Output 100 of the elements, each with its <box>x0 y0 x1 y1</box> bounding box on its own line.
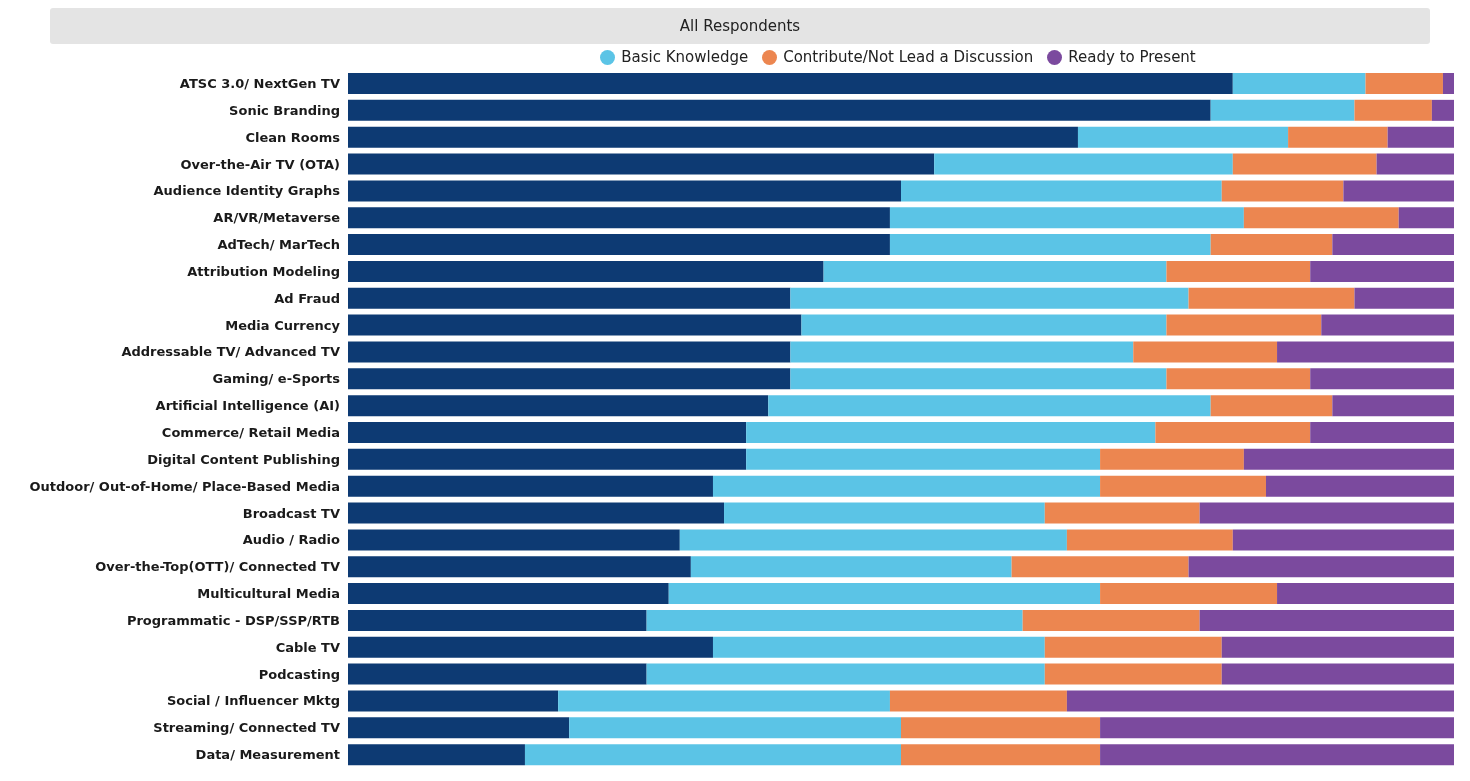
bar <box>348 287 791 309</box>
bar <box>1166 314 1322 336</box>
bar <box>348 529 680 551</box>
y-tick-label: Over-the-Top(OTT)/ Connected TV <box>95 559 340 575</box>
bar <box>1166 368 1311 390</box>
bar <box>1365 73 1443 94</box>
bar <box>348 341 791 363</box>
bar <box>1310 368 1454 390</box>
bar <box>1100 475 1266 497</box>
bar <box>690 556 1012 578</box>
bar <box>1243 448 1454 470</box>
bar <box>1210 234 1333 256</box>
bar <box>1431 99 1454 121</box>
bar <box>646 609 1023 631</box>
bar <box>348 663 647 685</box>
y-tick-label: Commerce/ Retail Media <box>161 425 340 441</box>
bar <box>569 717 901 739</box>
bar <box>348 556 691 578</box>
bar <box>1221 180 1344 202</box>
y-tick-label: Streaming/ Connected TV <box>153 720 340 736</box>
y-tick-label: Clean Rooms <box>245 129 341 145</box>
y-tick-label: Sonic Branding <box>229 102 340 118</box>
bar <box>1376 153 1454 175</box>
legend-label: Ready to Present <box>1068 48 1196 66</box>
y-tick-label: Multicultural Media <box>197 586 340 602</box>
bar <box>901 744 1101 766</box>
bar <box>348 260 824 282</box>
bar <box>348 744 525 766</box>
bar <box>1265 475 1454 497</box>
y-tick-label: Outdoor/ Out-of-Home/ Place-Based Media <box>29 478 340 494</box>
bar <box>348 583 669 605</box>
y-tick-label: ATSC 3.0/ NextGen TV <box>179 76 340 92</box>
bar <box>1077 126 1289 148</box>
y-tick-label: Social / Influencer Mktg <box>166 693 340 709</box>
bar <box>348 126 1078 148</box>
bar <box>768 395 1211 417</box>
bar <box>1243 207 1399 229</box>
bar <box>348 422 747 443</box>
bar <box>348 99 1211 121</box>
bar <box>348 234 890 256</box>
y-tick-label: Artificial Intelligence (AI) <box>155 398 340 414</box>
bar <box>348 207 890 229</box>
bar <box>790 287 1189 309</box>
bar <box>1398 207 1454 229</box>
y-tick-label: Gaming/ e-Sports <box>212 371 341 387</box>
y-tick-label: AR/VR/Metaverse <box>213 210 341 226</box>
bar <box>746 422 1156 443</box>
bar <box>1022 609 1200 631</box>
bar <box>1100 744 1454 766</box>
bar <box>1166 260 1311 282</box>
y-tick-label: Attribution Modeling <box>187 263 340 279</box>
bar <box>348 717 570 739</box>
bar <box>712 636 1045 658</box>
bar <box>1310 422 1454 443</box>
bar <box>1442 73 1454 94</box>
bar <box>1044 663 1222 685</box>
bar <box>889 207 1244 229</box>
bar <box>646 663 1045 685</box>
y-tick-label: Ad Fraud <box>274 290 340 306</box>
bar <box>348 636 713 658</box>
bar <box>1155 422 1311 443</box>
bar <box>1066 690 1454 712</box>
bar <box>348 448 747 470</box>
bar <box>1188 287 1355 309</box>
bar <box>1387 126 1454 148</box>
bar <box>1066 529 1233 551</box>
y-tick-label: Digital Content Publishing <box>147 451 340 467</box>
bar <box>1100 583 1278 605</box>
bar <box>348 73 1233 94</box>
bar <box>1321 314 1454 336</box>
bar <box>1288 126 1388 148</box>
legend-label: Contribute/Not Lead a Discussion <box>783 48 1034 66</box>
bar <box>348 502 725 524</box>
bar <box>348 690 559 712</box>
bar <box>901 717 1101 739</box>
bar <box>524 744 901 766</box>
bar <box>712 475 1101 497</box>
y-tick-label: Data/ Measurement <box>195 747 340 763</box>
bar <box>934 153 1233 175</box>
legend-label: Basic Knowledge <box>621 48 749 66</box>
bar <box>558 690 890 712</box>
bar <box>1210 99 1355 121</box>
bar <box>1232 73 1366 94</box>
y-tick-label: Audio / Radio <box>242 532 341 548</box>
bar <box>348 609 647 631</box>
bar <box>1332 395 1454 417</box>
y-tick-label: Broadcast TV <box>242 505 340 521</box>
bar <box>1011 556 1189 578</box>
bar <box>668 583 1101 605</box>
y-tick-label: Over-the-Air TV (OTA) <box>180 156 340 172</box>
y-tick-label: Media Currency <box>225 317 341 333</box>
bar <box>1354 287 1454 309</box>
bar <box>801 314 1167 336</box>
bar <box>1100 717 1454 739</box>
bar <box>1343 180 1454 202</box>
bar <box>348 153 935 175</box>
bar <box>1221 636 1454 658</box>
bar <box>746 448 1101 470</box>
bar <box>348 395 769 417</box>
bar <box>1199 502 1454 524</box>
